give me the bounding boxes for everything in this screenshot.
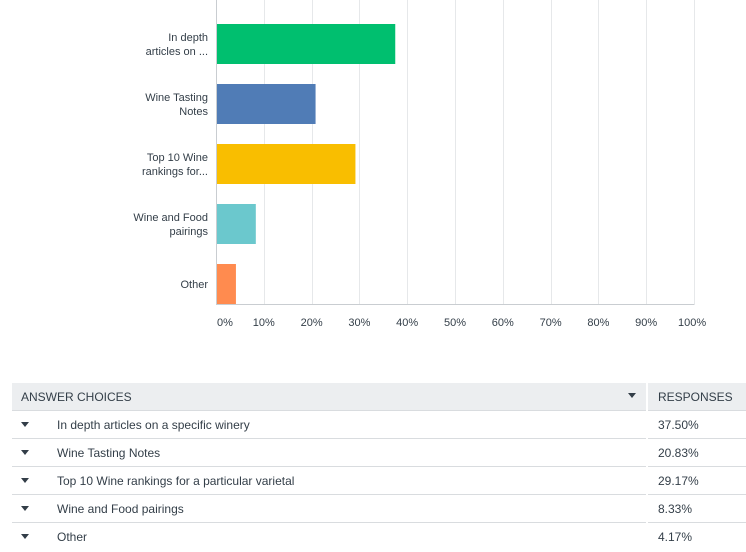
- caret-down-icon[interactable]: [21, 450, 29, 455]
- category-label: Wine Tasting: [145, 92, 208, 104]
- answer-choice: Other: [47, 522, 647, 550]
- response-percent: 8.33%: [646, 494, 746, 523]
- x-tick-label: 20%: [301, 317, 323, 329]
- category-label: Other: [180, 279, 208, 291]
- x-tick-label: 60%: [492, 317, 514, 329]
- row-expand-toggle[interactable]: [12, 522, 47, 550]
- row-expand-toggle[interactable]: [12, 494, 47, 523]
- answer-choice: Top 10 Wine rankings for a particular va…: [47, 466, 647, 495]
- category-label: Top 10 Wine: [147, 152, 208, 164]
- table-row: Wine and Food pairings 8.33%: [12, 494, 746, 523]
- category-label: pairings: [169, 226, 208, 238]
- category-label: rankings for...: [142, 166, 208, 178]
- bar: [217, 144, 356, 184]
- answer-choice: Wine Tasting Notes: [47, 438, 647, 467]
- response-percent: 4.17%: [646, 522, 746, 550]
- x-tick-label: 10%: [253, 317, 275, 329]
- table-row: Wine Tasting Notes 20.83%: [12, 438, 746, 467]
- x-tick-label: 40%: [396, 317, 418, 329]
- answer-choices-header[interactable]: ANSWER CHOICES: [12, 383, 647, 411]
- bar: [217, 264, 236, 304]
- sort-caret-icon[interactable]: [628, 393, 636, 398]
- x-tick-label: 70%: [540, 317, 562, 329]
- response-percent: 29.17%: [646, 466, 746, 495]
- results-table: ANSWER CHOICES RESPONSES In depth articl…: [12, 383, 746, 550]
- x-tick-label: 30%: [348, 317, 370, 329]
- category-label: articles on ...: [146, 46, 208, 58]
- row-expand-toggle[interactable]: [12, 466, 47, 495]
- x-tick-label: 50%: [444, 317, 466, 329]
- row-expand-toggle[interactable]: [12, 410, 47, 439]
- category-label: Notes: [179, 106, 208, 118]
- caret-down-icon[interactable]: [21, 534, 29, 539]
- table-row: In depth articles on a specific winery 3…: [12, 410, 746, 439]
- category-label: Wine and Food: [133, 212, 208, 224]
- responses-header: RESPONSES: [646, 383, 746, 411]
- row-expand-toggle[interactable]: [12, 438, 47, 467]
- table-header-row: ANSWER CHOICES RESPONSES: [12, 383, 746, 411]
- table-row: Top 10 Wine rankings for a particular va…: [12, 466, 746, 495]
- caret-down-icon[interactable]: [21, 506, 29, 511]
- x-tick-label: 90%: [635, 317, 657, 329]
- answer-choices-header-label: ANSWER CHOICES: [21, 389, 132, 404]
- answer-choice: Wine and Food pairings: [47, 494, 647, 523]
- response-percent: 37.50%: [646, 410, 746, 439]
- table-row: Other 4.17%: [12, 522, 746, 550]
- category-label: In depth: [168, 32, 208, 44]
- bar: [217, 204, 256, 244]
- caret-down-icon[interactable]: [21, 422, 29, 427]
- caret-down-icon[interactable]: [21, 478, 29, 483]
- bar-chart: 0% 10% 20% 30% 40% 50% 60% 70% 80% 90% 100% In dept…: [133, 0, 706, 329]
- x-tick-label: 80%: [587, 317, 609, 329]
- bar: [217, 84, 316, 124]
- x-tick-label: 0%: [217, 317, 233, 329]
- x-tick-label: 100%: [678, 317, 706, 329]
- answer-choice: In depth articles on a specific winery: [47, 410, 647, 439]
- bar: [217, 24, 396, 64]
- response-percent: 20.83%: [646, 438, 746, 467]
